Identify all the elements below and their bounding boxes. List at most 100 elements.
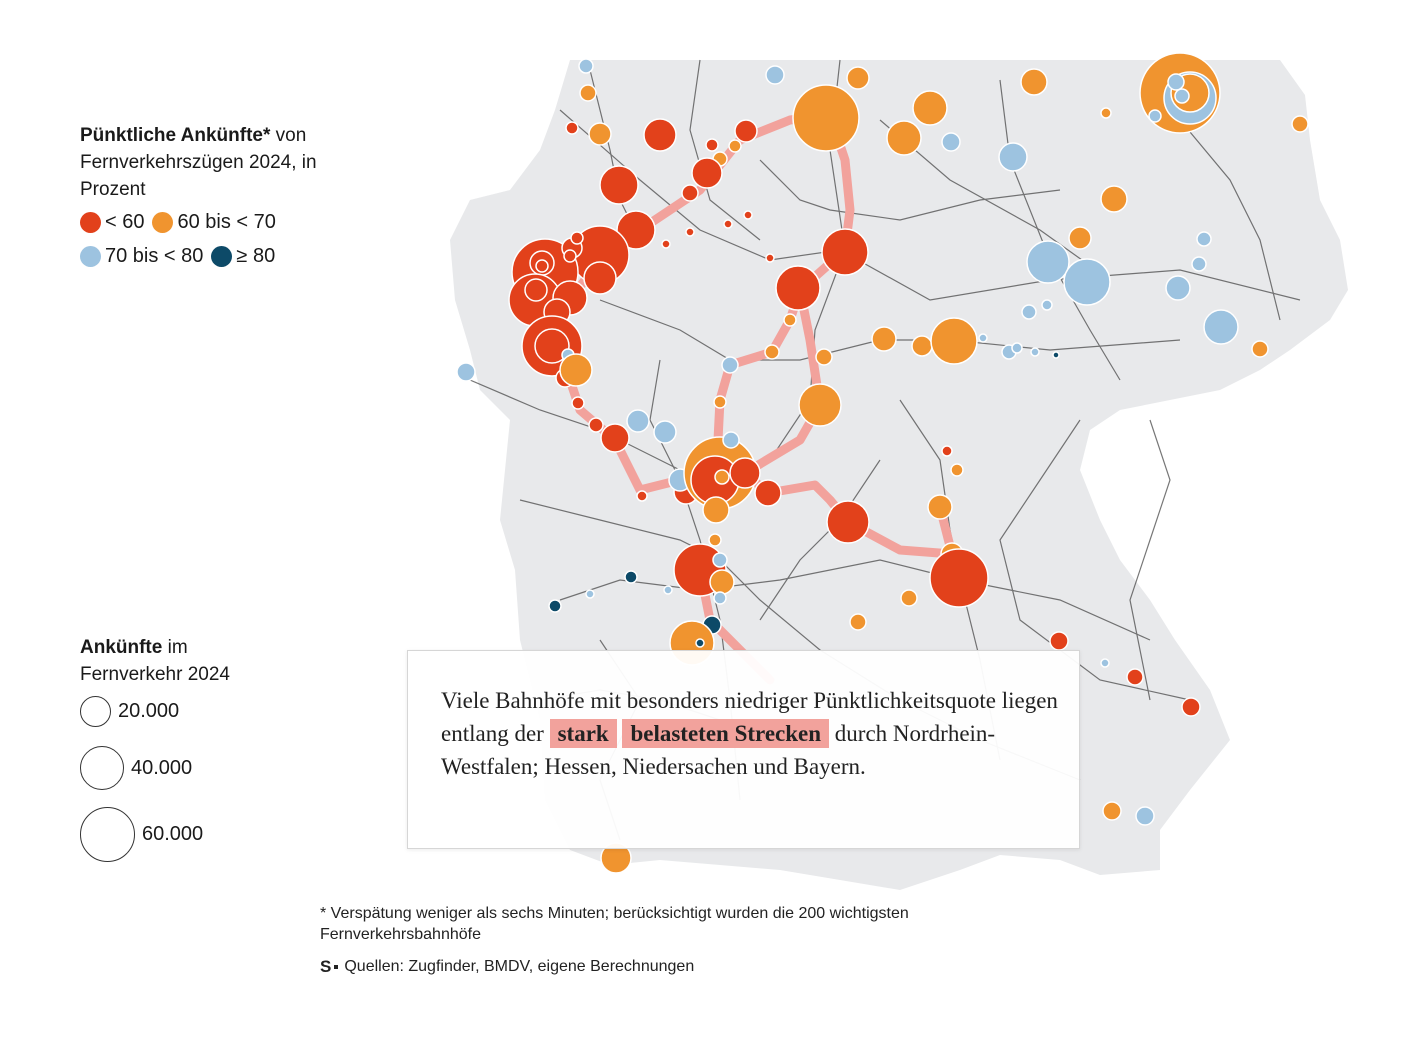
station-bubble xyxy=(912,90,948,126)
size-item-60000: 60.000 xyxy=(80,807,203,862)
annotation-callout: Viele Bahnhöfe mit besonders niedriger P… xyxy=(407,650,1080,849)
station-bubble xyxy=(456,362,476,382)
station-bubble xyxy=(1148,109,1162,123)
station-bubble xyxy=(1126,668,1144,686)
station-bubble xyxy=(846,66,870,90)
station-bubble xyxy=(534,328,570,364)
station-bubble xyxy=(712,552,728,568)
station-bubble xyxy=(1063,258,1111,306)
station-bubble xyxy=(1021,304,1037,320)
station-bubble xyxy=(571,396,585,410)
rail-line xyxy=(1179,119,1281,321)
station-bubble xyxy=(728,139,742,153)
station-bubble xyxy=(713,395,727,409)
sources-line: S Quellen: Zugfinder, BMDV, eigene Berec… xyxy=(320,957,694,977)
callout-highlight-1: stark xyxy=(549,719,617,748)
callout-text-1: Viele Bahnhöfe mit besonders niedriger P… xyxy=(441,688,1058,746)
station-bubble xyxy=(764,344,780,360)
station-bubble xyxy=(723,219,733,229)
size-circle-small xyxy=(80,696,111,727)
size-item-40000: 40.000 xyxy=(80,746,192,790)
station-bubble xyxy=(616,210,656,250)
station-bubble xyxy=(900,589,918,607)
station-bubble xyxy=(626,409,650,433)
station-bubble xyxy=(563,249,577,263)
station-bubble xyxy=(578,58,594,74)
publisher-logo: S xyxy=(320,957,332,976)
punctuality-legend: Pünktliche Ankünfte* von Fernverkehrszüg… xyxy=(80,122,380,271)
station-bubble xyxy=(1041,299,1053,311)
station-bubble xyxy=(754,479,782,507)
size-circle-large xyxy=(80,807,135,862)
legend-item-70-80: 70 bis < 80 xyxy=(80,243,203,270)
station-bubble xyxy=(1011,342,1023,354)
legend-title-bold: Pünktliche Ankünfte* xyxy=(80,125,271,146)
legend-title-line-3: Prozent xyxy=(80,179,146,200)
size-label: 60.000 xyxy=(142,823,204,845)
legend-swatch-lightblue xyxy=(80,245,101,267)
station-bubble xyxy=(798,383,842,427)
station-bubble xyxy=(708,533,722,547)
station-bubble xyxy=(709,569,735,595)
legend-item-below-60: < 60 xyxy=(80,209,144,236)
station-bubble xyxy=(722,431,740,449)
station-bubble xyxy=(702,496,730,524)
station-bubble xyxy=(661,239,671,249)
station-bubble xyxy=(559,353,593,387)
station-bubble xyxy=(941,132,961,152)
station-bubble xyxy=(565,121,579,135)
station-bubble xyxy=(941,445,953,457)
station-bubble xyxy=(1203,309,1239,345)
station-bubble xyxy=(695,638,705,648)
size-label: 20.000 xyxy=(118,700,180,722)
station-bubble xyxy=(1020,68,1048,96)
station-bubble xyxy=(624,570,638,584)
station-bubble xyxy=(599,165,639,205)
station-bubble xyxy=(826,500,870,544)
sources-text: Quellen: Zugfinder, BMDV, eigene Berechn… xyxy=(344,958,695,975)
station-bubble xyxy=(792,84,860,152)
station-bubble xyxy=(765,65,785,85)
legend-label: 60 bis < 70 xyxy=(177,210,276,233)
station-bubble xyxy=(929,548,989,608)
legend-label: ≥ 80 xyxy=(236,244,276,267)
size-legend-title-line-2: Fernverkehr 2024 xyxy=(80,664,230,685)
size-legend-title-rest: im xyxy=(162,637,188,658)
station-bubble xyxy=(871,326,897,352)
legend-item-above-80: ≥ 80 xyxy=(211,243,275,270)
size-label: 40.000 xyxy=(131,756,193,779)
station-bubble xyxy=(1030,347,1040,357)
station-bubble xyxy=(653,420,677,444)
size-legend-title-bold: Ankünfte xyxy=(80,637,163,658)
station-bubble xyxy=(721,356,739,374)
station-bubble xyxy=(714,469,730,485)
legend-label: 70 bis < 80 xyxy=(105,244,204,267)
station-bubbles xyxy=(456,52,1309,874)
station-bubble xyxy=(663,585,673,595)
size-circle-medium xyxy=(80,746,124,790)
station-bubble xyxy=(775,265,821,311)
legend-item-60-70: 60 bis < 70 xyxy=(152,209,276,236)
station-bubble xyxy=(783,313,797,327)
legend-title-line-2: Fernverkehrszügen 2024, in xyxy=(80,152,317,173)
station-bubble xyxy=(685,227,695,237)
station-bubble xyxy=(1135,806,1155,826)
footnote: * Verspätung weniger als sechs Minuten; … xyxy=(320,905,909,943)
station-bubble xyxy=(681,184,699,202)
rail-line xyxy=(759,159,1061,221)
station-bubble xyxy=(1181,697,1201,717)
legend-title: Pünktliche Ankünfte* von Fernverkehrszüg… xyxy=(80,122,380,203)
station-bubble xyxy=(927,494,953,520)
rail-line xyxy=(759,459,881,621)
size-item-20000: 20.000 xyxy=(80,696,179,727)
station-bubble xyxy=(1196,231,1212,247)
legend-label: < 60 xyxy=(105,210,145,233)
station-bubble xyxy=(998,142,1028,172)
station-bubble xyxy=(643,118,677,152)
legend-row-1: < 60 60 bis < 70 xyxy=(80,207,380,237)
station-bubble xyxy=(734,119,758,143)
station-bubble xyxy=(950,463,964,477)
legend-swatch-orange xyxy=(152,211,174,233)
station-bubble xyxy=(705,138,719,152)
station-bubble xyxy=(1052,351,1060,359)
